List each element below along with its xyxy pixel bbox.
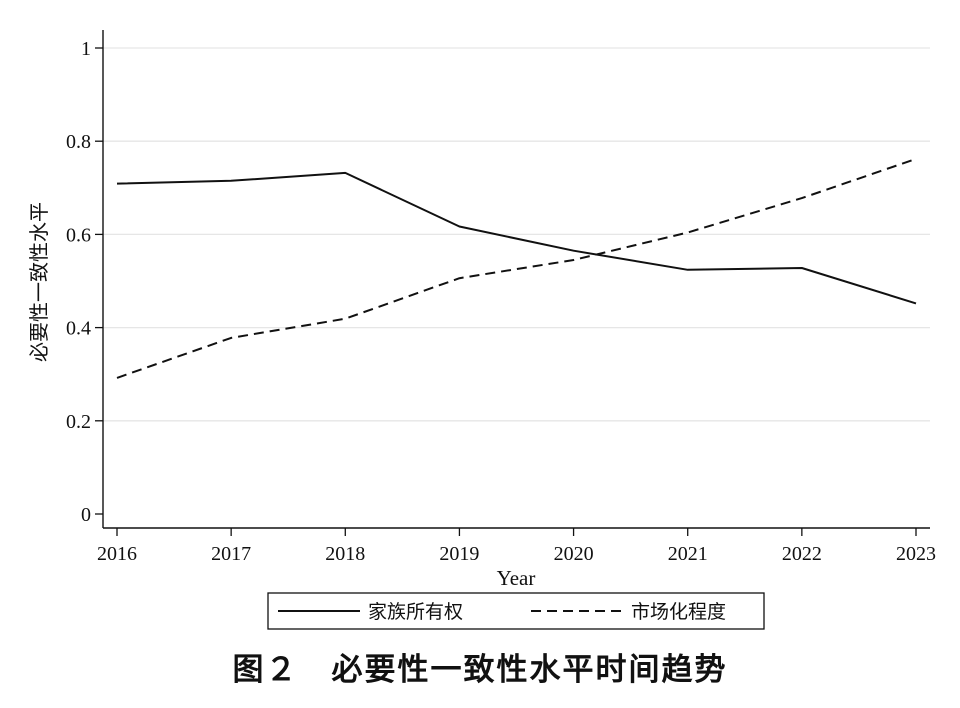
- x-tick-label: 2016: [97, 543, 137, 565]
- series-line-family-ownership: [116, 171, 917, 305]
- x-tick-label: 2022: [782, 543, 822, 565]
- y-tick-label: 0.6: [66, 224, 91, 246]
- series-lines: [116, 157, 917, 379]
- x-tick-label: 2021: [668, 543, 708, 565]
- gridlines: [103, 47, 930, 422]
- line-chart: 00.20.40.60.81 2016 2017 2018 2019 2020 2021 2…: [27, 30, 936, 630]
- x-tick-label: 2018: [325, 543, 365, 565]
- legend-label-marketization: 市场化程度: [631, 601, 726, 623]
- figure-caption: 图２ 必要性一致性水平时间趋势: [232, 652, 728, 688]
- x-axis-ticks: 2016 2017 2018 2019 2020 2021 2022 2023: [97, 528, 936, 565]
- y-tick-label: 0.4: [66, 318, 91, 340]
- y-tick-label: 0.8: [66, 131, 91, 153]
- y-tick-label: 1: [81, 38, 91, 60]
- legend: 家族所有权 市场化程度: [267, 592, 765, 630]
- y-tick-label: 0.2: [66, 411, 91, 433]
- y-axis-title: 必要性一致性水平: [27, 202, 51, 362]
- y-axis-ticks: 0 0.2 0.4 0.6 0.8 1: [66, 38, 103, 526]
- axes: [102, 30, 930, 529]
- series-line-marketization: [116, 157, 917, 379]
- y-tick-label: 0: [81, 504, 91, 526]
- x-axis-title: Year: [497, 566, 536, 590]
- x-tick-label: 2023: [896, 543, 936, 565]
- x-tick-label: 2019: [439, 543, 479, 565]
- legend-label-family-ownership: 家族所有权: [368, 601, 463, 623]
- x-tick-label: 2020: [554, 543, 594, 565]
- x-tick-label: 2017: [211, 543, 251, 565]
